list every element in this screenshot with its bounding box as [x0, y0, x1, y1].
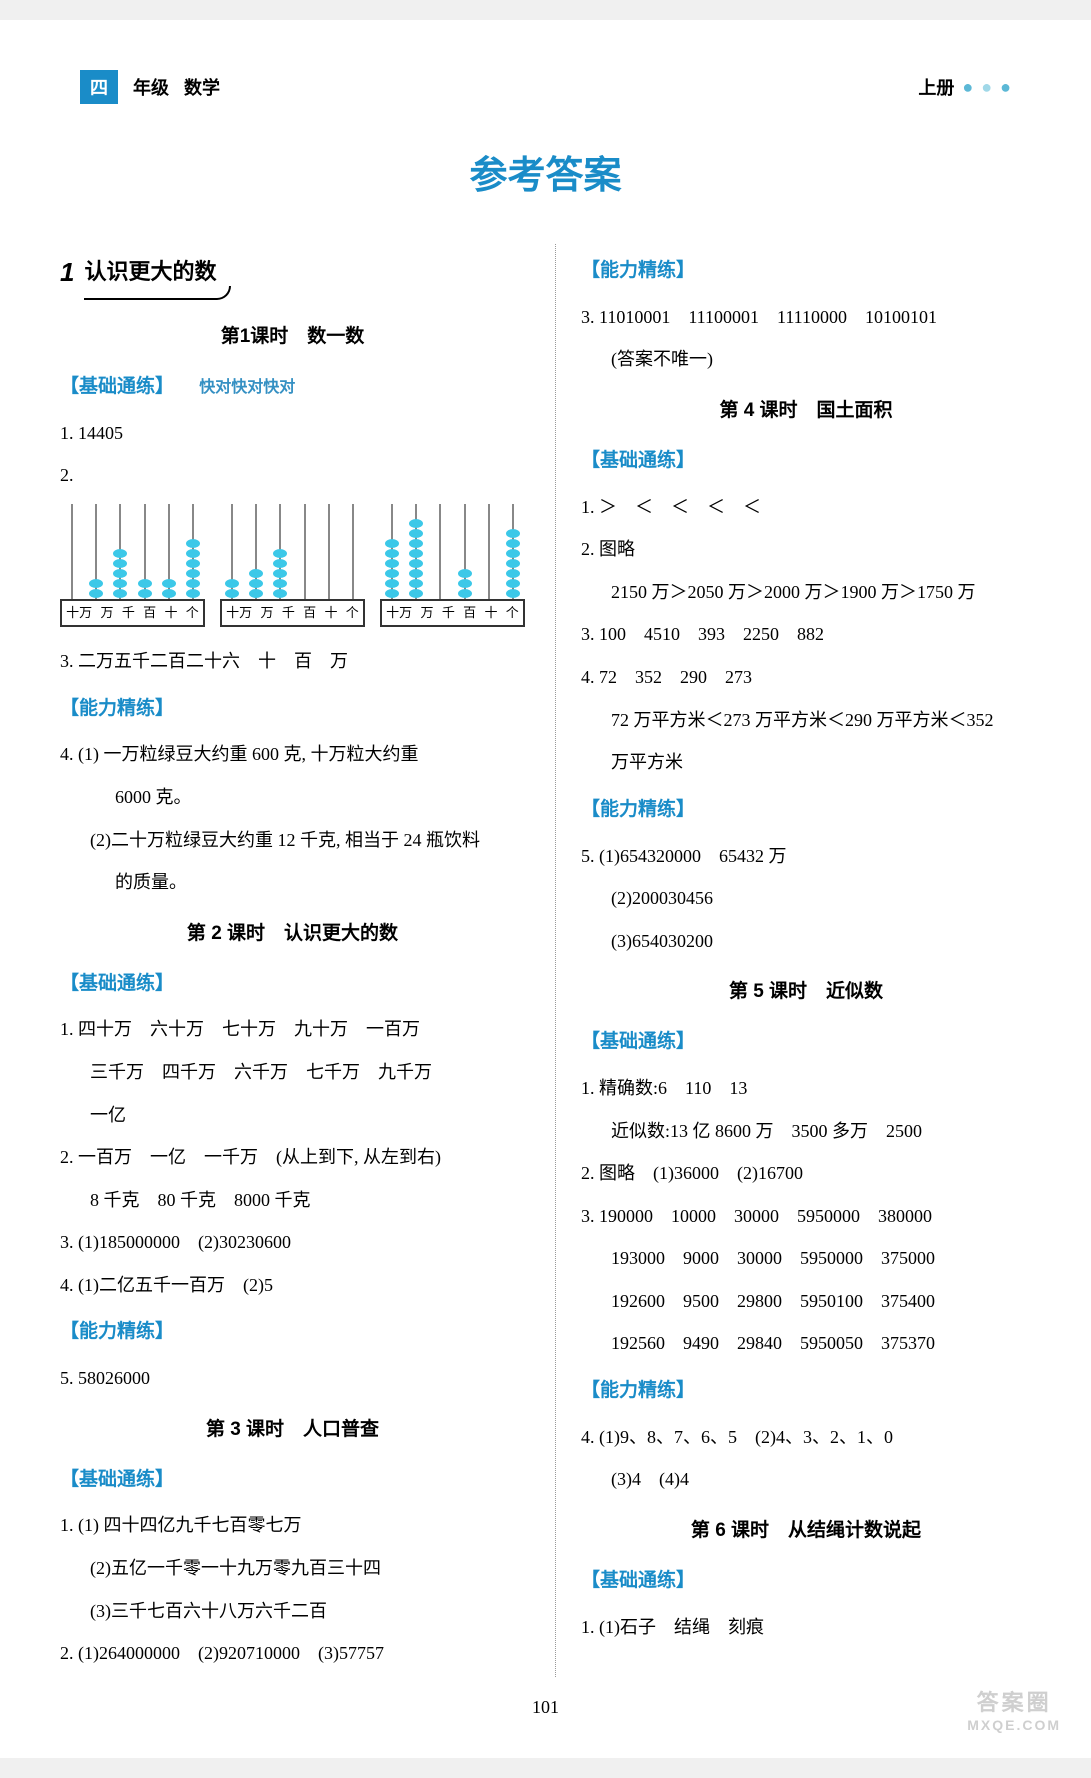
answer-line: 1. 精确数:6 110 13: [581, 1069, 1031, 1109]
lesson-title: 第 4 课时 国土面积: [581, 390, 1031, 432]
answer-line: 一亿: [60, 1096, 525, 1136]
subject-label: 数学: [184, 74, 220, 100]
grade-label: 年级: [133, 74, 169, 100]
abacus: 十万万千百十个: [220, 506, 365, 627]
answer-line: 1. (1) 四十四亿九千七百零七万: [60, 1506, 525, 1546]
header-right: 上册 ● ● ●: [918, 74, 1011, 100]
answer-line: 5. (1)654320000 65432 万: [581, 837, 1031, 877]
lesson-title: 第 5 课时 近似数: [581, 971, 1031, 1013]
answer-line: (2)200030456: [581, 879, 1031, 919]
section-label: 【能力精练】: [60, 688, 525, 730]
decor-icon: ●: [981, 77, 992, 98]
answer-line: 2. 一百万 一亿 一千万 (从上到下, 从左到右): [60, 1138, 525, 1178]
answer-line: 6000 克。: [60, 778, 525, 818]
answer-line: (3)654030200: [581, 922, 1031, 962]
content-columns: 1 认识更大的数 第1课时 数一数 【基础通练】 快对快对快对 1. 14405…: [60, 244, 1031, 1677]
answer-line: 4. (1) 一万粒绿豆大约重 600 克, 十万粒大约重: [60, 735, 525, 775]
page-header: 四 年级 数学 上册 ● ● ●: [60, 70, 1031, 104]
answer-line: 8 千克 80 千克 8000 千克: [60, 1181, 525, 1221]
answer-line: (2)二十万粒绿豆大约重 12 千克, 相当于 24 瓶饮料: [60, 821, 525, 861]
answer-line: 192560 9490 29840 5950050 375370: [581, 1324, 1031, 1364]
watermark-line1: 答案圈: [967, 1685, 1061, 1717]
unit-number: 1: [60, 244, 74, 301]
answer-line: (3)4 (4)4: [581, 1460, 1031, 1500]
abacus-row: 十万万千百十个十万万千百十个十万万千百十个: [60, 506, 525, 627]
lesson-title: 第 6 课时 从结绳计数说起: [581, 1510, 1031, 1552]
section-label: 【能力精练】: [581, 789, 1031, 831]
answer-line: 3. 100 4510 393 2250 882: [581, 615, 1031, 655]
answer-line: 2. (1)264000000 (2)920710000 (3)57757: [60, 1634, 525, 1674]
unit-title: 认识更大的数: [84, 248, 216, 296]
lesson-title: 第 2 课时 认识更大的数: [60, 913, 525, 955]
page: 四 年级 数学 上册 ● ● ● 参考答案 1 认识更大的数 第1课时 数一数 …: [0, 20, 1091, 1758]
answer-line: 72 万平方米＜273 万平方米＜290 万平方米＜352: [581, 701, 1031, 741]
answer-line: 4. (1)9、8、7、6、5 (2)4、3、2、1、0: [581, 1418, 1031, 1458]
abacus: 十万万千百十个: [380, 506, 525, 627]
answer-line: 2. 图略: [581, 530, 1031, 570]
answer-line: 1. 14405: [60, 414, 525, 454]
answer-line: (3)三千七百六十八万六千二百: [60, 1592, 525, 1632]
lesson-title: 第 3 课时 人口普查: [60, 1409, 525, 1451]
section-label: 【能力精练】: [581, 250, 1031, 292]
answer-line: 3. 190000 10000 30000 5950000 380000: [581, 1197, 1031, 1237]
answer-line: 1. ＞ ＜ ＜ ＜ ＜: [581, 488, 1031, 528]
unit-heading: 1 认识更大的数: [60, 244, 525, 301]
grade-badge: 四: [80, 70, 118, 104]
answer-line: 1. 四十万 六十万 七十万 九十万 一百万: [60, 1010, 525, 1050]
volume-label: 上册: [918, 74, 954, 100]
answer-line: 4. 72 352 290 273: [581, 658, 1031, 698]
answer-line: 2.: [60, 456, 525, 496]
section-label: 【能力精练】: [60, 1311, 525, 1353]
answer-line: (答案不唯一): [581, 340, 1031, 380]
decor-icon: ●: [1000, 77, 1011, 98]
answer-line: 近似数:13 亿 8600 万 3500 多万 2500: [581, 1112, 1031, 1152]
right-column: 【能力精练】 3. 11010001 11100001 11110000 101…: [555, 244, 1031, 1677]
section-label: 【基础通练】: [60, 963, 525, 1005]
answer-line: (2)五亿一千零一十九万零九百三十四: [60, 1549, 525, 1589]
answer-line: 万平方米: [581, 743, 1031, 783]
answer-line: 5. 58026000: [60, 1359, 525, 1399]
page-number: 101: [60, 1697, 1031, 1718]
header-left: 四 年级 数学: [80, 70, 220, 104]
answer-line: 3. 11010001 11100001 11110000 10100101: [581, 298, 1031, 338]
section-label: 【基础通练】 快对快对快对: [60, 366, 525, 408]
answer-line: 193000 9000 30000 5950000 375000: [581, 1239, 1031, 1279]
answer-line: 192600 9500 29800 5950100 375400: [581, 1282, 1031, 1322]
decor-icon: ●: [962, 77, 973, 98]
watermark-line2: MXQE.COM: [967, 1717, 1061, 1733]
section-label: 【基础通练】: [581, 440, 1031, 482]
answer-line: 的质量。: [60, 863, 525, 903]
section-label: 【能力精练】: [581, 1370, 1031, 1412]
left-column: 1 认识更大的数 第1课时 数一数 【基础通练】 快对快对快对 1. 14405…: [60, 244, 525, 1677]
section-label: 【基础通练】: [60, 1459, 525, 1501]
answer-line: 4. (1)二亿五千一百万 (2)5: [60, 1266, 525, 1306]
section-label: 【基础通练】: [581, 1021, 1031, 1063]
lesson-title: 第1课时 数一数: [60, 316, 525, 358]
answer-line: 2. 图略 (1)36000 (2)16700: [581, 1154, 1031, 1194]
answer-line: 1. (1)石子 结绳 刻痕: [581, 1608, 1031, 1648]
basic-label: 【基础通练】: [60, 376, 174, 397]
watermark: 答案圈 MXQE.COM: [967, 1685, 1061, 1733]
section-label: 【基础通练】: [581, 1560, 1031, 1602]
answer-line: 3. (1)185000000 (2)30230600: [60, 1223, 525, 1263]
abacus: 十万万千百十个: [60, 506, 205, 627]
answer-line: 三千万 四千万 六千万 七千万 九千万: [60, 1053, 525, 1093]
answer-line: 2150 万＞2050 万＞2000 万＞1900 万＞1750 万: [581, 573, 1031, 613]
page-title: 参考答案: [60, 144, 1031, 199]
answer-line: 3. 二万五千二百二十六 十 百 万: [60, 642, 525, 682]
handwriting-note: 快对快对快对: [199, 379, 295, 396]
